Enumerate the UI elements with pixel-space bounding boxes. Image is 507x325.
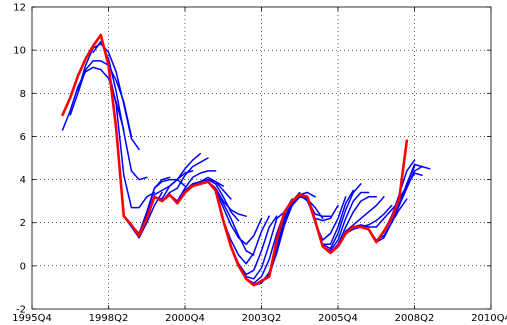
x-tick-label: 1995Q4 — [12, 313, 52, 324]
grid-lines — [32, 7, 491, 309]
y-tick-label: -2 — [16, 305, 26, 316]
forecast-series-line — [153, 152, 202, 200]
y-tick-label: 10 — [13, 46, 26, 57]
forecast-series-line — [191, 178, 240, 222]
forecast-series-line — [207, 180, 255, 256]
forecast-series-line — [77, 42, 140, 151]
forecast-series-line — [107, 68, 156, 209]
y-tick-label: 6 — [20, 132, 26, 143]
series-lines — [61, 33, 431, 287]
x-tick-label: 2005Q4 — [318, 313, 358, 324]
y-tick-label: 2 — [20, 218, 26, 229]
tick-labels: 1995Q4 1998Q2 2000Q4 2003Q2 2005Q4 2008Q2 2010… — [12, 3, 507, 325]
y-tick-label: 0 — [20, 261, 26, 272]
axis-ticks — [31, 6, 492, 310]
forecast-series-line — [321, 191, 370, 252]
forecast-series-line — [161, 157, 209, 202]
y-tick-label: 8 — [20, 89, 26, 100]
forecast-series-line — [344, 204, 393, 235]
forecast-series-line — [222, 215, 270, 265]
actual-series-line — [61, 33, 409, 287]
x-tick-label: 2000Q4 — [165, 313, 205, 324]
x-tick-label: 2010Q4 — [471, 313, 507, 324]
forecast-series-line — [214, 189, 263, 246]
forecast-series-line — [184, 176, 232, 200]
x-tick-label: 1998Q2 — [89, 313, 129, 324]
y-tick-label: 12 — [13, 3, 26, 14]
forecast-series-line — [337, 196, 385, 248]
x-tick-label: 2003Q2 — [242, 313, 282, 324]
y-tick-label: 4 — [20, 175, 26, 186]
x-tick-label: 2008Q2 — [395, 313, 435, 324]
forecast-series-line — [398, 172, 423, 200]
forecast-series-line — [352, 200, 400, 228]
